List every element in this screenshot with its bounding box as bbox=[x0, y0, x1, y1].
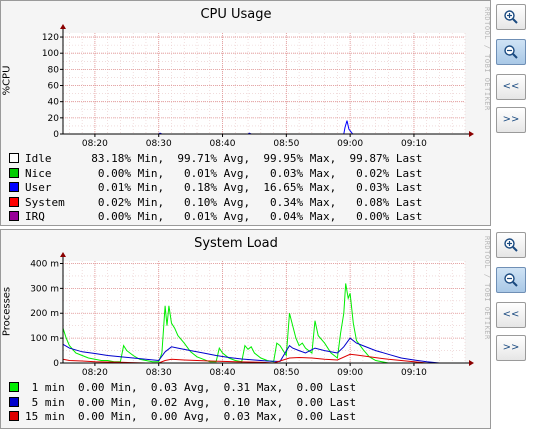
magnifier-minus-icon bbox=[504, 45, 518, 59]
x-tick-label: 09:00 bbox=[337, 139, 363, 149]
back-button[interactable]: << bbox=[496, 302, 526, 328]
x-tick-label: 09:10 bbox=[401, 139, 427, 149]
y-tick-label: 400 m bbox=[30, 259, 59, 269]
zoom-out-button[interactable] bbox=[496, 267, 526, 293]
watermark: RRDTOOL / TOBI OETIKER bbox=[483, 7, 491, 111]
legend-text: 1 min 0.00 Min, 0.03 Avg, 0.31 Max, 0.00… bbox=[25, 381, 357, 394]
legend-text: Idle 83.18% Min, 99.71% Avg, 99.95% Max,… bbox=[25, 152, 423, 165]
x-tick-label: 09:00 bbox=[337, 368, 363, 378]
legend-text: User 0.01% Min, 0.18% Avg, 16.65% Max, 0… bbox=[25, 181, 423, 194]
legend-text: IRQ 0.00% Min, 0.01% Avg, 0.04% Max, 0.0… bbox=[25, 210, 423, 223]
x-tick-label: 09:10 bbox=[401, 368, 427, 378]
legend-row: 15 min 0.00 Min, 0.00 Avg, 0.03 Max, 0.0… bbox=[9, 410, 356, 425]
y-tick-label: 80 bbox=[48, 65, 60, 75]
x-axis-arrow bbox=[469, 360, 474, 366]
legend-swatch bbox=[9, 167, 19, 178]
y-tick-label: 100 bbox=[42, 49, 59, 59]
y-tick-label: 20 bbox=[48, 114, 60, 124]
y-tick-label: 100 m bbox=[30, 334, 59, 344]
system-load-plot: 08:20 08:30 08:40 08:50 09:00 09:10 0 100 m 200 … bbox=[30, 252, 474, 378]
x-tick-label: 08:40 bbox=[210, 368, 236, 378]
x-axis-arrow bbox=[469, 131, 474, 137]
legend-row: 1 min 0.00 Min, 0.03 Avg, 0.31 Max, 0.00… bbox=[9, 381, 356, 396]
legend-row: System 0.02% Min, 0.10% Avg, 0.34% Max, … bbox=[9, 196, 422, 211]
zoom-out-button[interactable] bbox=[496, 39, 526, 65]
watermark: RRDTOOL / TOBI OETIKER bbox=[483, 236, 491, 340]
legend-text: Nice 0.00% Min, 0.01% Avg, 0.03% Max, 0.… bbox=[25, 166, 423, 180]
legend-text: 5 min 0.00 Min, 0.02 Avg, 0.10 Max, 0.00… bbox=[25, 395, 357, 409]
legend-row: User 0.01% Min, 0.18% Avg, 16.65% Max, 0… bbox=[9, 181, 422, 196]
forward-button[interactable]: >> bbox=[496, 335, 526, 361]
legend-row: Nice 0.00% Min, 0.01% Avg, 0.03% Max, 0.… bbox=[9, 167, 422, 182]
legend-swatch bbox=[9, 211, 19, 221]
legend-row: 5 min 0.00 Min, 0.02 Avg, 0.10 Max, 0.00… bbox=[9, 396, 356, 411]
legend-text: System 0.02% Min, 0.10% Avg, 0.34% Max, … bbox=[25, 195, 423, 209]
x-tick-label: 08:30 bbox=[146, 368, 172, 378]
x-tick-label: 08:40 bbox=[210, 139, 236, 149]
zoom-in-button[interactable] bbox=[496, 4, 526, 30]
series-line-5-min bbox=[62, 337, 465, 364]
magnifier-plus-icon bbox=[504, 238, 518, 252]
legend-text: 15 min 0.00 Min, 0.00 Avg, 0.03 Max, 0.0… bbox=[25, 410, 357, 423]
legend-swatch bbox=[9, 153, 19, 163]
magnifier-minus-icon bbox=[504, 273, 518, 287]
y-tick-label: 0 bbox=[53, 359, 59, 369]
legend-swatch bbox=[9, 411, 19, 421]
y-axis-arrow bbox=[60, 252, 66, 257]
y-tick-label: 200 m bbox=[30, 309, 59, 319]
x-tick-label: 08:20 bbox=[82, 368, 108, 378]
x-tick-label: 08:50 bbox=[273, 368, 299, 378]
legend-swatch bbox=[9, 396, 19, 407]
plot-area bbox=[63, 261, 465, 363]
y-tick-label: 0 bbox=[53, 130, 59, 140]
legend-swatch bbox=[9, 182, 19, 192]
zoom-in-button[interactable] bbox=[496, 232, 526, 258]
y-tick-label: 40 bbox=[48, 98, 60, 108]
forward-button[interactable]: >> bbox=[496, 107, 526, 133]
cpu-legend: Idle 83.18% Min, 99.71% Avg, 99.95% Max,… bbox=[9, 152, 422, 225]
legend-swatch bbox=[9, 382, 19, 392]
x-tick-label: 08:20 bbox=[82, 139, 108, 149]
y-tick-label: 300 m bbox=[30, 284, 59, 294]
chart-title: CPU Usage bbox=[200, 7, 272, 22]
legend-row: Idle 83.18% Min, 99.71% Avg, 99.95% Max,… bbox=[9, 152, 422, 167]
cpu-usage-panel: CPU Usage %CPU RRDTOOL / TOBI OETIKER 08… bbox=[0, 0, 491, 226]
legend-swatch bbox=[9, 196, 19, 207]
y-tick-label: 120 bbox=[42, 33, 59, 43]
y-tick-label: 60 bbox=[48, 82, 60, 92]
magnifier-plus-icon bbox=[504, 10, 518, 24]
x-tick-label: 08:50 bbox=[273, 139, 299, 149]
legend-row: IRQ 0.00% Min, 0.01% Avg, 0.04% Max, 0.0… bbox=[9, 210, 422, 225]
load-legend: 1 min 0.00 Min, 0.03 Avg, 0.31 Max, 0.00… bbox=[9, 381, 356, 425]
cpu-usage-plot: 08:20 08:30 08:40 08:50 09:00 09:10 0 20 40 60 80 1… bbox=[42, 24, 474, 149]
chart-title: System Load bbox=[194, 236, 278, 251]
y-axis-arrow bbox=[60, 24, 66, 29]
system-load-panel: System Load Processes RRDTOOL / TOBI OET… bbox=[0, 229, 491, 429]
back-button[interactable]: << bbox=[496, 74, 526, 100]
plot-area bbox=[63, 33, 465, 134]
x-tick-label: 08:30 bbox=[146, 139, 172, 149]
